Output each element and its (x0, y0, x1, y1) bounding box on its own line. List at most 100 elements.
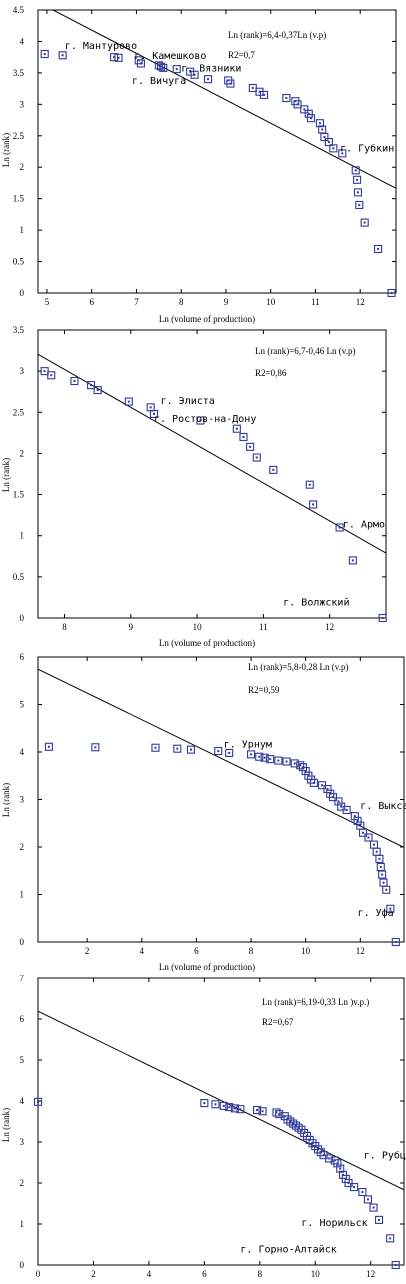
chart-1-data-point-center (43, 53, 46, 56)
chart-4-data-point-center (292, 1122, 295, 1125)
chart-4-x-tick-label: 8 (258, 1269, 263, 1279)
chart-1-x-tick-label: 11 (311, 297, 320, 307)
chart-2-data-point-center (235, 427, 238, 430)
chart-2-x-tick-label: 10 (193, 622, 203, 632)
chart-4-data-point (33, 1097, 43, 1106)
chart-3-x-tick-label: 4 (140, 946, 145, 956)
chart-4-x-tick-label: 6 (202, 1269, 207, 1279)
chart-4-data-point-center (344, 1177, 347, 1180)
chart-3-data-point-center (269, 758, 272, 761)
chart-1-data-point (304, 109, 313, 118)
chart-4-data-point-center (366, 1198, 369, 1201)
chart-4-data-point (333, 1159, 342, 1168)
chart-4-data-point (286, 1117, 295, 1126)
chart-1-data-point-center (363, 221, 366, 224)
chart-3-data-point (386, 904, 395, 913)
chart-1-data-point-center (356, 191, 359, 194)
chart-4-data-point (289, 1119, 298, 1128)
chart-4-y-tick-label: 2 (20, 1178, 25, 1188)
chart-1-data-point-center (258, 90, 261, 93)
chart-3-y-tick-label: 5 (20, 700, 25, 710)
chart-1-data-point (374, 244, 383, 254)
chart-3-data-point (376, 862, 385, 871)
chart-3-y-tick-label: 6 (20, 652, 25, 662)
chart-4-data-point (316, 1148, 325, 1157)
chart-1-regression-equation: Ln (rank)=6,4-0,37Ln (v.p) (228, 30, 326, 40)
chart-panel-2: 8 9 10 11 12 0 0.5 1 1.5 2 2.5 3 3.5 г. Элиста г. Рост… (0, 325, 406, 650)
chart-panel-1: 5 6 7 8 9 10 11 12 0 0.5 1 1.5 2 2.5 3 3.5 4 4.5 г. Мантур… (0, 0, 406, 325)
chart-1-data-point-center (193, 73, 196, 76)
chart-1-x-tick-label: 9 (224, 297, 229, 307)
chart-3-x-tick-label: 12 (356, 946, 365, 956)
chart-1-y-tick-label: 2 (20, 162, 25, 172)
chart-3-data-point-center (367, 836, 370, 839)
chart-4-data-point-center (303, 1131, 306, 1134)
chart-1-data-point (154, 61, 163, 70)
chart-4-data-point (369, 1203, 378, 1212)
chart-3-data-point-center (356, 819, 359, 822)
chart-4-y-tick-label: 3 (20, 1137, 25, 1147)
chart-1-data-point (159, 63, 168, 72)
chart-1-data-point-center (189, 70, 192, 73)
chart-4-regression-equation: Ln (rank)=6,19-0,33 Ln )v.p.) (262, 997, 369, 1007)
chart-1-x-tick-label: 7 (134, 297, 139, 307)
chart-4-data-point-center (214, 1103, 217, 1106)
chart-1-data-point (58, 51, 67, 60)
chart-4-data-point-center (336, 1162, 339, 1165)
chart-4-data-point (219, 1101, 228, 1110)
chart-1-x-tick-label: 6 (89, 297, 94, 307)
chart-4-data-point (325, 1154, 334, 1163)
chart-3-data-point-center (217, 750, 220, 753)
chart-2-data-point-center (312, 503, 315, 506)
chart-1-data-point (387, 288, 396, 298)
chart-4-plot-frame (37, 977, 405, 1266)
chart-1-data-point (157, 62, 166, 71)
chart-1-data-point (355, 200, 364, 210)
chart-3-data-point (266, 755, 275, 764)
chart-4-data-point-center (322, 1154, 325, 1157)
chart-2-data-point (348, 556, 357, 565)
chart-3-data-point-center (94, 746, 97, 749)
chart-1-city-annotation: г. Губкин (340, 143, 394, 155)
chart-2-data-point-center (308, 483, 311, 486)
chart-4-regression-line (38, 1010, 404, 1191)
chart-1-data-point-center (309, 117, 312, 120)
chart-2-data-point-center (272, 468, 275, 471)
chart-2-data-point (47, 371, 56, 380)
chart-1-data-point-center (327, 141, 330, 144)
chart-3-data-point (186, 745, 196, 754)
chart-1-data-point (259, 90, 269, 99)
chart-2-data-point (252, 453, 261, 462)
chart-1-data-point-center (113, 56, 116, 59)
chart-4-data-point (294, 1123, 303, 1132)
chart-3-x-tick-label: 2 (85, 946, 90, 956)
chart-3-data-point (290, 759, 299, 768)
chart-4-data-point (300, 1128, 309, 1138)
chart-4-city-annotation: г. Рубцовс (364, 1149, 406, 1161)
chart-3-data-point-center (353, 815, 356, 818)
chart-3-data-point (301, 766, 310, 776)
chart-3-data-point-center (385, 888, 388, 891)
chart-4-x-tick-label: 2 (91, 1269, 96, 1279)
chart-2-y-tick-label: 1 (20, 531, 25, 541)
chart-1-data-point (329, 144, 338, 153)
chart-4-r-squared: R2=0,67 (262, 1017, 294, 1027)
chart-3-data-point-center (176, 747, 179, 750)
chart-3-y-tick-label: 1 (20, 890, 25, 900)
chart-4-data-point (275, 1110, 284, 1119)
chart-4-data-point (358, 1187, 367, 1197)
chart-4-data-point-center (394, 1264, 397, 1266)
chart-2-data-point (149, 409, 159, 418)
chart-4-data-point-center (311, 1142, 314, 1145)
chart-4-data-point (313, 1145, 323, 1154)
chart-4-data-point (252, 1105, 262, 1115)
chart-4-data-point (386, 1234, 395, 1243)
chart-3-data-point-center (331, 796, 334, 799)
chart-3-y-tick-label: 2 (20, 842, 25, 852)
chart-3-data-point (350, 812, 359, 821)
chart-1-data-point (114, 53, 123, 62)
chart-2-y-tick-label: 2 (20, 448, 25, 458)
chart-4-data-point (258, 1107, 267, 1116)
chart-1-data-point-center (61, 54, 64, 57)
chart-4-data-point-center (317, 1148, 320, 1151)
